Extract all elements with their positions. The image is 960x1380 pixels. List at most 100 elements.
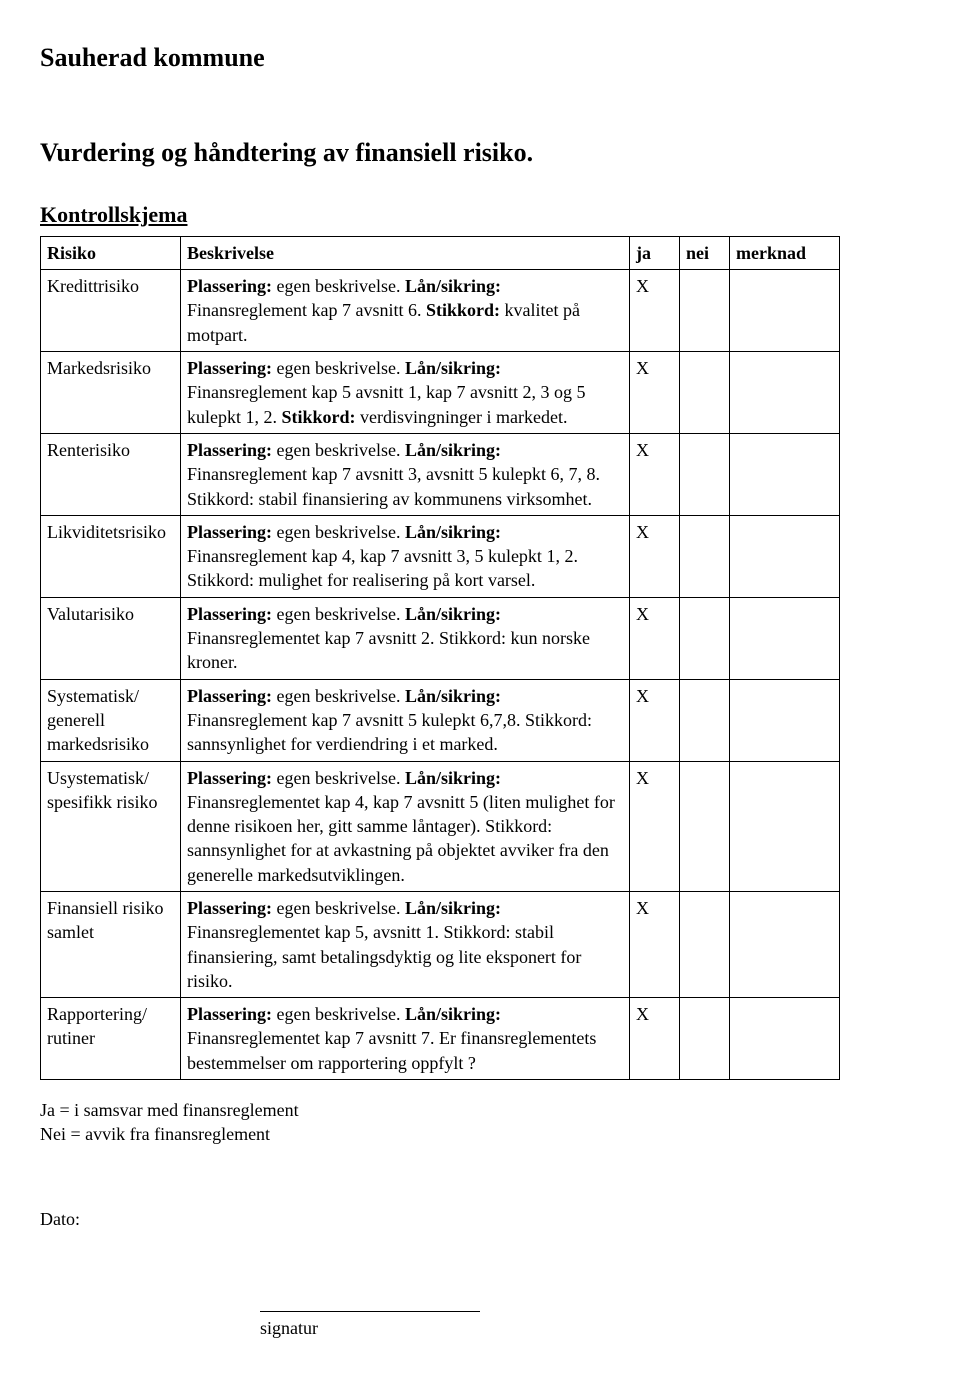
cell-risiko: Markedsrisiko bbox=[41, 352, 181, 434]
cell-merknad bbox=[730, 998, 840, 1080]
cell-ja: X bbox=[630, 352, 680, 434]
desc-text-segment: Finansreglementet kap 5, avsnitt 1. Stik… bbox=[187, 922, 581, 991]
desc-text-segment: Finansreglement kap 4, kap 7 avsnitt 3, … bbox=[187, 546, 578, 590]
table-row: MarkedsrisikoPlassering: egen beskrivels… bbox=[41, 352, 840, 434]
cell-beskrivelse: Plassering: egen beskrivelse. Lån/sikrin… bbox=[181, 892, 630, 998]
cell-merknad bbox=[730, 679, 840, 761]
col-nei: nei bbox=[680, 236, 730, 269]
desc-bold-segment: Plassering: bbox=[187, 440, 272, 460]
desc-text-segment: Finansreglement kap 7 avsnitt 6. bbox=[187, 300, 426, 320]
table-row: Systematisk/ generell markedsrisikoPlass… bbox=[41, 679, 840, 761]
cell-risiko: Renterisiko bbox=[41, 433, 181, 515]
cell-ja: X bbox=[630, 998, 680, 1080]
table-row: LikviditetsrisikoPlassering: egen beskri… bbox=[41, 515, 840, 597]
desc-text-segment: verdisvingninger i markedet. bbox=[356, 407, 568, 427]
cell-beskrivelse: Plassering: egen beskrivelse. Lån/sikrin… bbox=[181, 761, 630, 891]
cell-ja: X bbox=[630, 597, 680, 679]
desc-bold-segment: Plassering: bbox=[187, 276, 272, 296]
table-row: Valutarisiko Plassering: egen beskrivelse… bbox=[41, 597, 840, 679]
cell-ja: X bbox=[630, 270, 680, 352]
table-header-row: Risiko Beskrivelse ja nei merknad bbox=[41, 236, 840, 269]
desc-bold-segment: Plassering: bbox=[187, 1004, 272, 1024]
table-row: Rapportering/ rutiner Plassering: egen be… bbox=[41, 998, 840, 1080]
cell-nei bbox=[680, 597, 730, 679]
section-subhead: Kontrollskjema bbox=[40, 200, 840, 230]
desc-text-segment: egen beskrivelse. bbox=[272, 604, 405, 624]
cell-nei bbox=[680, 679, 730, 761]
desc-text-segment: Finansreglementet kap 7 avsnitt 2. Stikk… bbox=[187, 628, 590, 672]
desc-bold-segment: Lån/sikring: bbox=[405, 898, 501, 918]
cell-risiko: Usystematisk/ spesifikk risiko bbox=[41, 761, 181, 891]
cell-beskrivelse: Plassering: egen beskrivelse. Lån/sikrin… bbox=[181, 433, 630, 515]
legend-block: Ja = i samsvar med finansreglement Nei =… bbox=[40, 1098, 840, 1147]
cell-merknad bbox=[730, 761, 840, 891]
desc-bold-segment: Stikkord: bbox=[426, 300, 500, 320]
cell-risiko: Kredittrisiko bbox=[41, 270, 181, 352]
cell-beskrivelse: Plassering: egen beskrivelse. Lån/sikrin… bbox=[181, 679, 630, 761]
desc-text-segment: Finansreglementet kap 4, kap 7 avsnitt 5… bbox=[187, 792, 615, 885]
cell-risiko: Systematisk/ generell markedsrisiko bbox=[41, 679, 181, 761]
cell-nei bbox=[680, 515, 730, 597]
table-row: Usystematisk/ spesifikk risikoPlassering… bbox=[41, 761, 840, 891]
cell-nei bbox=[680, 998, 730, 1080]
cell-nei bbox=[680, 761, 730, 891]
cell-beskrivelse: Plassering: egen beskrivelse. Lån/sikrin… bbox=[181, 515, 630, 597]
desc-bold-segment: Stikkord: bbox=[282, 407, 356, 427]
document-title: Vurdering og håndtering av finansiell ri… bbox=[40, 135, 840, 170]
cell-merknad bbox=[730, 892, 840, 998]
desc-bold-segment: Lån/sikring: bbox=[405, 522, 501, 542]
desc-bold-segment: Plassering: bbox=[187, 522, 272, 542]
cell-risiko: Finansiell risiko samlet bbox=[41, 892, 181, 998]
desc-text-segment: egen beskrivelse. bbox=[272, 358, 405, 378]
desc-text-segment: Finansreglementet kap 7 avsnitt 7. Er fi… bbox=[187, 1028, 596, 1072]
legend-nei: Nei = avvik fra finansreglement bbox=[40, 1122, 840, 1146]
cell-nei bbox=[680, 892, 730, 998]
desc-text-segment: egen beskrivelse. bbox=[272, 1004, 405, 1024]
desc-bold-segment: Plassering: bbox=[187, 604, 272, 624]
control-table: Risiko Beskrivelse ja nei merknad Kredit… bbox=[40, 236, 840, 1080]
date-label: Dato: bbox=[40, 1207, 840, 1231]
desc-bold-segment: Lån/sikring: bbox=[405, 440, 501, 460]
cell-ja: X bbox=[630, 433, 680, 515]
organisation-name: Sauherad kommune bbox=[40, 40, 840, 75]
cell-risiko: Rapportering/ rutiner bbox=[41, 998, 181, 1080]
desc-text-segment: egen beskrivelse. bbox=[272, 276, 405, 296]
cell-risiko: Likviditetsrisiko bbox=[41, 515, 181, 597]
desc-bold-segment: Plassering: bbox=[187, 898, 272, 918]
col-beskrivelse: Beskrivelse bbox=[181, 236, 630, 269]
col-risiko: Risiko bbox=[41, 236, 181, 269]
desc-text-segment: Finansreglement kap 7 avsnitt 3, avsnitt… bbox=[187, 464, 600, 508]
table-row: RenterisikoPlassering: egen beskrivelse.… bbox=[41, 433, 840, 515]
cell-merknad bbox=[730, 597, 840, 679]
cell-merknad bbox=[730, 433, 840, 515]
desc-bold-segment: Lån/sikring: bbox=[405, 276, 501, 296]
signature-label: signatur bbox=[260, 1312, 840, 1340]
table-body: KredittrisikoPlassering: egen beskrivels… bbox=[41, 270, 840, 1080]
desc-bold-segment: Plassering: bbox=[187, 768, 272, 788]
legend-ja: Ja = i samsvar med finansreglement bbox=[40, 1098, 840, 1122]
cell-merknad bbox=[730, 515, 840, 597]
cell-beskrivelse: Plassering: egen beskrivelse. Lån/sikrin… bbox=[181, 270, 630, 352]
desc-bold-segment: Plassering: bbox=[187, 686, 272, 706]
table-row: KredittrisikoPlassering: egen beskrivels… bbox=[41, 270, 840, 352]
cell-beskrivelse: Plassering: egen beskrivelse. Lån/sikrin… bbox=[181, 352, 630, 434]
col-merknad: merknad bbox=[730, 236, 840, 269]
desc-bold-segment: Lån/sikring: bbox=[405, 358, 501, 378]
col-ja: ja bbox=[630, 236, 680, 269]
desc-text-segment: Finansreglement kap 7 avsnitt 5 kulepkt … bbox=[187, 710, 592, 754]
cell-nei bbox=[680, 270, 730, 352]
desc-text-segment: egen beskrivelse. bbox=[272, 768, 405, 788]
desc-bold-segment: Lån/sikring: bbox=[405, 1004, 501, 1024]
cell-risiko: Valutarisiko bbox=[41, 597, 181, 679]
desc-bold-segment: Plassering: bbox=[187, 358, 272, 378]
desc-text-segment: egen beskrivelse. bbox=[272, 686, 405, 706]
cell-merknad bbox=[730, 352, 840, 434]
document-page: Sauherad kommune Vurdering og håndtering… bbox=[0, 0, 880, 1380]
desc-text-segment: egen beskrivelse. bbox=[272, 522, 405, 542]
desc-bold-segment: Lån/sikring: bbox=[405, 768, 501, 788]
desc-bold-segment: Lån/sikring: bbox=[405, 686, 501, 706]
cell-ja: X bbox=[630, 515, 680, 597]
cell-nei bbox=[680, 433, 730, 515]
desc-text-segment: egen beskrivelse. bbox=[272, 440, 405, 460]
cell-merknad bbox=[730, 270, 840, 352]
